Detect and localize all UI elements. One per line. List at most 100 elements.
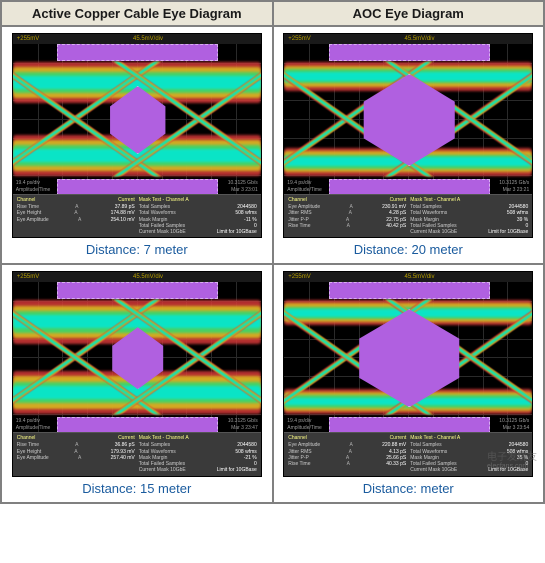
measurement-header: Channel Current: [17, 197, 135, 203]
measurement-header: Mask Test - Channel A: [410, 197, 528, 203]
scope-timebase: 19.4 ps/div: [16, 418, 40, 424]
measurement-header-label: Channel: [288, 435, 307, 441]
measurement-value: 254.10 mV: [111, 217, 135, 223]
scope-bitrate: 10.3125 Gb/s: [499, 180, 529, 186]
measurement-row: Current Mask 10GbE Limit for 10GBase: [139, 467, 257, 473]
scope-axis-label: Amplitude/Time: [287, 187, 322, 193]
eye-diagram-cell: +255mV45.5mV/div 19.4 ps/divAmplitude/Tim…: [1, 264, 273, 502]
scope-bitrate: 10.3125 Gb/s: [228, 180, 258, 186]
measurement-column-signal: ChannelCurrentEye AmplitudeA230.91 mVJit…: [286, 197, 408, 235]
measurement-header-label: Mask Test - Channel A: [139, 197, 189, 203]
scope-axis-label: Amplitude/Time: [16, 425, 51, 431]
scope-scale-div: 45.5mV/div: [133, 36, 163, 42]
eye-diagram-cell: +255mV 45.5mV/div 19.4 ps/divAmplitude/Tim…: [273, 26, 545, 264]
eye-plot: 19.4 ps/divAmplitude/Time 10.3125 Gb/sMar…: [284, 282, 532, 432]
measurement-header-label: Current: [118, 435, 135, 441]
comparison-grid: Active Copper Cable Eye Diagram AOC Eye …: [0, 0, 545, 504]
mask-region-rect: [329, 179, 490, 194]
measurement-column-signal: ChannelCurrentRise TimeA37.89 pSEye Heig…: [15, 197, 137, 235]
measurement-header-label: Channel: [17, 197, 36, 203]
measurement-column-signal: ChannelCurrentRise TimeA36.86 pSEye Heig…: [15, 435, 137, 473]
measurement-header-label: Channel: [288, 197, 307, 203]
mask-region-rect: [57, 179, 218, 194]
measurement-label: Eye Amplitude: [17, 455, 49, 461]
measurement-column-mask: Mask Test - Channel ATotal Samples204458…: [408, 197, 530, 235]
scope-timestamp: Mar 3 23:01: [231, 187, 258, 193]
measurement-label: Current Mask 10GbE: [410, 467, 457, 473]
eye-diagram-cell: +255mV45.5mV/div19.4 ps/divAmplitude/Tim…: [1, 26, 273, 264]
measurement-header: Mask Test - Channel A: [410, 435, 528, 441]
column-header-copper: Active Copper Cable Eye Diagram: [1, 1, 273, 26]
scope-scale-voltage: +255mV: [288, 274, 311, 280]
mask-region-rect: [57, 417, 218, 432]
measurement-header-label: Mask Test - Channel A: [410, 197, 460, 203]
measurement-header-label: Channel: [17, 435, 36, 441]
measurement-header: Channel Current: [288, 435, 406, 441]
measurement-value: Limit for 10GBase: [488, 229, 528, 235]
measurement-value: Limit for 10GBase: [217, 467, 257, 473]
measurement-header: Channel Current: [17, 435, 135, 441]
distance-caption: Distance: 15 meter: [82, 481, 191, 496]
measurement-header: Channel Current: [288, 197, 406, 203]
scope-bitrate: 10.3125 Gb/s: [499, 418, 529, 424]
measurement-channel: A: [345, 461, 352, 467]
measurement-column-mask: Mask Test - Channel ATotal Samples204458…: [137, 435, 259, 473]
measurement-row: Rise TimeA40.42 pS: [288, 223, 406, 229]
scope-axis-label: Amplitude/Time: [287, 425, 322, 431]
mask-region-rect: [329, 417, 490, 432]
measurement-row: Current Mask 10GbE Limit for 10GBase: [410, 467, 528, 473]
oscilloscope-frame: +255mV45.5mV/div19.4 ps/divAmplitude/Tim…: [12, 33, 262, 238]
measurement-header: Mask Test - Channel A: [139, 435, 257, 441]
measurement-value: 40.33 pS: [386, 461, 406, 467]
measurement-panel: ChannelCurrentEye AmplitudeA220.88 mVJit…: [284, 432, 532, 475]
measurement-header-label: Current: [390, 197, 407, 203]
measurement-panel: ChannelCurrentRise TimeA37.89 pSEye Heig…: [13, 194, 261, 237]
distance-caption: Distance: meter: [363, 481, 454, 496]
scope-timestamp: Mar 3 23:47: [231, 425, 258, 431]
mask-region-rect: [57, 44, 218, 61]
distance-caption: Distance: 7 meter: [86, 242, 188, 257]
measurement-value: Limit for 10GBase: [217, 229, 257, 235]
scope-scale-div: 45.5mV/div: [405, 274, 435, 280]
measurement-header: Mask Test - Channel A: [139, 197, 257, 203]
measurement-label: Current Mask 10GbE: [139, 467, 186, 473]
scope-axis-label: Amplitude/Time: [16, 187, 51, 193]
measurement-column-signal: ChannelCurrentEye AmplitudeA220.88 mVJit…: [286, 435, 408, 473]
scope-timestamp: Mar 3 23:21: [503, 187, 530, 193]
scope-top-labels: +255mV 45.5mV/div: [284, 34, 532, 44]
measurement-column-mask: Mask Test - Channel ATotal Samples204458…: [137, 197, 259, 235]
scope-timebase: 19.4 ps/div: [287, 418, 311, 424]
measurement-channel: A: [76, 455, 83, 461]
scope-timestamp: Mar 3 23:54: [503, 425, 530, 431]
oscilloscope-frame: +255mV 45.5mV/div 19.4 ps/divAmplitude/Tim…: [283, 33, 533, 238]
scope-scale-voltage: +255mV: [288, 36, 311, 42]
measurement-row: Current Mask 10GbELimit for 10GBase: [410, 229, 528, 235]
scope-top-labels: +255mV45.5mV/div: [13, 34, 261, 44]
measurement-row: Eye AmplitudeA254.10 mV: [17, 217, 135, 223]
measurement-row: Eye AmplitudeA257.40 mV: [17, 455, 135, 461]
measurement-label: Current Mask 10GbE: [139, 229, 186, 235]
scope-bitrate: 10.3125 Gb/s: [228, 418, 258, 424]
eye-plot: 19.4 ps/divAmplitude/Time 10.3125 Gb/sMar…: [284, 44, 532, 194]
measurement-value: Limit for 10GBase: [488, 467, 528, 473]
scope-top-labels: +255mV45.5mV/div: [13, 272, 261, 282]
measurement-header-label: Current: [118, 197, 135, 203]
measurement-panel: ChannelCurrentEye AmplitudeA230.91 mVJit…: [284, 194, 532, 237]
scope-scale-div: 45.5mV/div: [133, 274, 163, 280]
mask-region-rect: [329, 44, 490, 61]
measurement-column-mask: Mask Test - Channel ATotal Samples204458…: [408, 435, 530, 473]
mask-region-rect: [329, 282, 490, 299]
distance-caption: Distance: 20 meter: [354, 242, 463, 257]
scope-scale-div: 45.5mV/div: [405, 36, 435, 42]
eye-diagram-cell: +255mV 45.5mV/div 19.4 ps/divAmplitude/Tim…: [273, 264, 545, 502]
scope-timebase: 19.4 ps/div: [16, 180, 40, 186]
measurement-panel: ChannelCurrentRise TimeA36.86 pSEye Heig…: [13, 432, 261, 475]
measurement-label: Eye Amplitude: [17, 217, 49, 223]
measurement-header-label: Mask Test - Channel A: [410, 435, 460, 441]
eye-plot: 19.4 ps/divAmplitude/Time 10.3125 Gb/sMar…: [13, 44, 261, 194]
measurement-header-label: Current: [390, 435, 407, 441]
measurement-row: Current Mask 10GbE Limit for 10GBase: [139, 229, 257, 235]
scope-top-labels: +255mV 45.5mV/div: [284, 272, 532, 282]
column-header-aoc: AOC Eye Diagram: [273, 1, 545, 26]
scope-timebase: 19.4 ps/div: [287, 180, 311, 186]
